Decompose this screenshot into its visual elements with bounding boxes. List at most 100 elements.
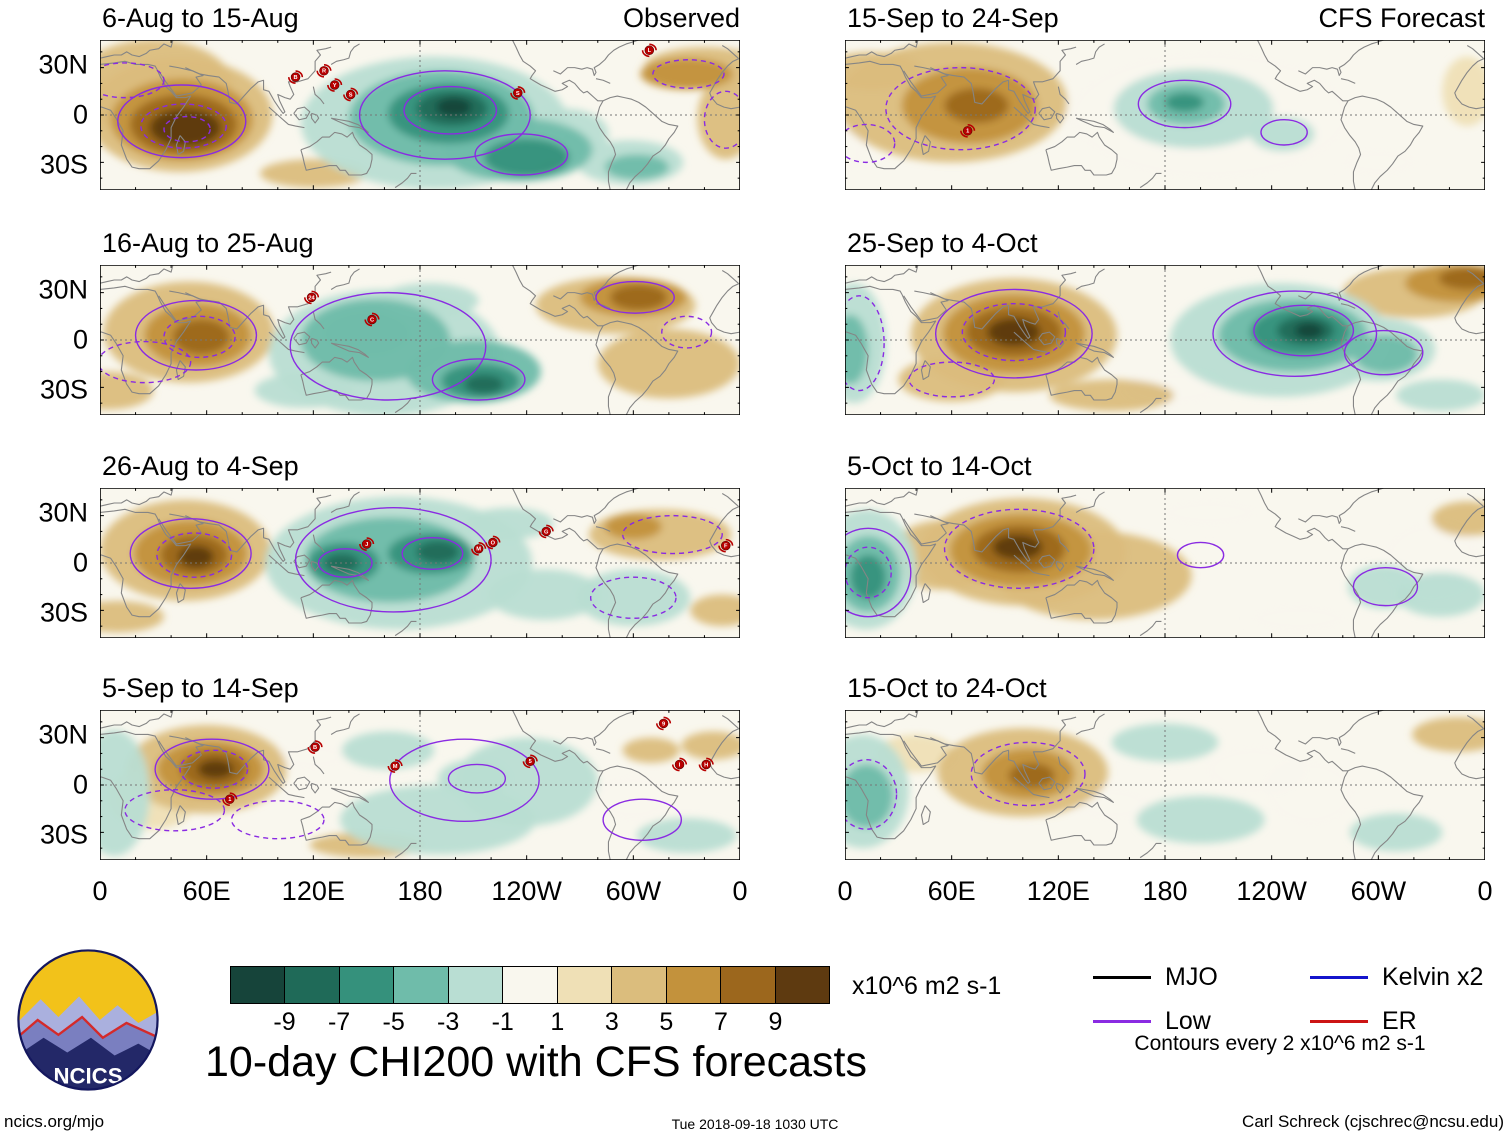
panel-title: 5-Oct to 14-Oct	[847, 451, 1032, 481]
legend-item-er: ER	[1310, 1006, 1417, 1036]
y-tick-label: 0	[72, 547, 88, 578]
colorbar-segment	[339, 967, 395, 1003]
y-tick-label: 30N	[38, 719, 88, 750]
legend-label: Kelvin x2	[1382, 962, 1484, 991]
legend-line-er	[1310, 1019, 1368, 1023]
svg-text:C: C	[370, 318, 374, 324]
footer-author-email: Carl Schreck (cjschrec@ncsu.edu)	[1242, 1112, 1504, 1131]
panel-title: 15-Oct to 24-Oct	[847, 673, 1047, 703]
colorbar-segment	[503, 967, 558, 1003]
x-tick-label: 180	[397, 876, 443, 906]
svg-text:S: S	[516, 91, 520, 97]
map-panel-observed-1: B R Y S S L	[100, 40, 740, 190]
y-axis-labels: 30N 0 30S	[16, 265, 94, 415]
x-tick-label: 0	[837, 876, 853, 906]
map-panel-forecast-2	[845, 265, 1485, 415]
column-label-forecast: CFS Forecast	[1318, 3, 1485, 33]
y-tick-label: 0	[72, 324, 88, 355]
panel-title: 6-Aug to 15-Aug	[102, 3, 299, 33]
legend-label: ER	[1382, 1006, 1417, 1035]
legend-line-kelvin	[1310, 975, 1368, 979]
x-tick-label: 60W	[1350, 876, 1407, 906]
svg-text:1: 1	[966, 129, 969, 135]
svg-text:B: B	[293, 75, 297, 81]
y-tick-label: 0	[72, 769, 88, 800]
y-axis-labels: 30N 0 30S	[16, 710, 94, 860]
svg-text:M: M	[476, 547, 481, 553]
figure-title: 10-day CHI200 with CFS forecasts	[205, 1038, 867, 1086]
y-tick-label: 30S	[39, 149, 88, 180]
colorbar-segment	[285, 967, 340, 1003]
map-panel-forecast-4	[845, 710, 1485, 860]
map-panel-observed-2: 24 C	[100, 265, 740, 415]
colorbar-tick-label: 3	[604, 1008, 619, 1036]
legend-label: Low	[1165, 1006, 1211, 1035]
panel-title: 26-Aug to 4-Sep	[102, 451, 299, 481]
svg-text:O: O	[491, 541, 495, 547]
logo-red-ridge-line	[18, 1015, 158, 1040]
colorbar-segment	[666, 967, 722, 1003]
legend-item-kelvin: Kelvin x2	[1310, 962, 1483, 992]
svg-text:L: L	[648, 48, 652, 54]
panel-title: 5-Sep to 14-Sep	[102, 673, 299, 703]
y-tick-label: 30N	[38, 497, 88, 528]
colorbar-tick-label: -7	[327, 1008, 351, 1036]
x-tick-label: 120W	[491, 876, 562, 906]
map-panel-forecast-3	[845, 488, 1485, 638]
x-tick-label: 180	[1142, 876, 1188, 906]
svg-text:24: 24	[308, 296, 314, 302]
logo-ring	[17, 949, 159, 1091]
colorbar-tick-label: 7	[713, 1008, 728, 1036]
svg-text:G: G	[544, 530, 548, 536]
colorbar-segments	[230, 966, 830, 1004]
x-tick-label: 0	[92, 876, 108, 906]
y-tick-label: 0	[72, 99, 88, 130]
x-axis-labels-left: 0 60E 120E 180 120W 60W 0	[92, 876, 747, 910]
y-axis-labels: 30N 0 30S	[16, 488, 94, 638]
column-label-observed: Observed	[622, 3, 740, 33]
colorbar-segment	[231, 967, 286, 1003]
svg-text:1: 1	[228, 797, 231, 803]
colorbar-tick-label: -5	[382, 1008, 405, 1036]
colorbar-tick-label: -1	[491, 1008, 514, 1036]
y-axis-labels: 30N 0 30S	[16, 40, 94, 190]
colorbar-tick-label: 1	[550, 1008, 565, 1036]
colorbar-segment	[394, 967, 449, 1003]
colorbar-tick-label: -3	[437, 1008, 460, 1036]
svg-text:Y: Y	[333, 83, 337, 89]
y-tick-label: 30N	[38, 49, 88, 80]
legend-line-mjo	[1093, 975, 1151, 979]
ncics-logo: NCICS	[17, 949, 159, 1091]
x-tick-label: 0	[1477, 876, 1493, 906]
footer-timestamp: Tue 2018-09-18 1030 UTC	[671, 1116, 839, 1132]
x-axis-labels-right: 0 60E 120E 180 120W 60W 0	[837, 876, 1492, 910]
svg-text:J: J	[365, 542, 368, 548]
contour-interval-note: Contours every 2 x10^6 m2 s-1	[1134, 1032, 1426, 1055]
x-tick-label: 120W	[1236, 876, 1307, 906]
colorbar-labels: -9 -7 -5 -3 -1 1 3 5 7 9	[230, 1008, 830, 1036]
svg-text:9: 9	[662, 722, 665, 728]
colorbar-units: x10^6 m2 s-1	[852, 972, 1002, 1000]
y-tick-label: 30S	[39, 819, 88, 850]
x-tick-label: 60W	[605, 876, 662, 906]
colorbar-tick-label: 9	[768, 1008, 783, 1036]
colorbar-segment	[721, 967, 776, 1003]
colorbar-segment	[775, 967, 829, 1003]
svg-text:5: 5	[529, 759, 532, 765]
x-tick-label: 120E	[281, 876, 345, 906]
x-tick-label: 60E	[927, 876, 976, 906]
svg-text:H: H	[704, 763, 708, 769]
x-tick-label: 0	[732, 876, 748, 906]
svg-text:R: R	[322, 69, 326, 75]
svg-text:M: M	[393, 764, 398, 770]
svg-text:I: I	[679, 763, 681, 769]
svg-text:F: F	[724, 544, 728, 550]
colorbar-segment	[448, 967, 504, 1003]
y-tick-label: 30N	[38, 274, 88, 305]
map-panel-forecast-1: 1	[845, 40, 1485, 190]
panel-title: 25-Sep to 4-Oct	[847, 228, 1038, 258]
legend-label: MJO	[1165, 962, 1218, 991]
y-tick-label: 30S	[39, 374, 88, 405]
colorbar-tick-label: -9	[273, 1008, 296, 1036]
panel-title: 16-Aug to 25-Aug	[102, 228, 314, 258]
